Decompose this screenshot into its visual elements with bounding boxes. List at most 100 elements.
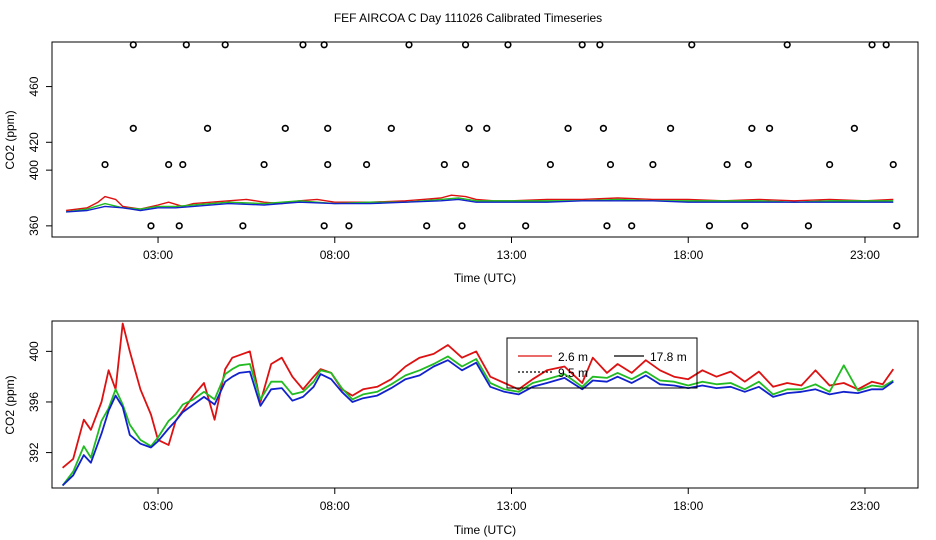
calibration-point [129,41,137,49]
calibration-point [387,124,395,132]
calibration-point [628,222,636,230]
calibration-point [723,160,731,169]
bottom-y-tick-label: 396 [27,392,41,412]
calibration-point [868,41,876,49]
bottom-x-tick-label: 08:00 [320,499,350,513]
top-x-tick-label: 18:00 [673,248,703,262]
calibration-point [606,160,615,169]
calibration-point [324,124,332,132]
calibration-point [320,222,328,230]
bottom-y-tick-label: 400 [27,341,41,361]
top-series-line-2 [66,197,894,213]
top-panel: 360 400 420 460 03:00 08:00 13:00 18:00 23:00 T… [3,41,919,285]
calibration-point [889,160,897,169]
calibration-point [423,222,431,230]
calibration-point [239,222,247,230]
calibration-point [129,124,137,132]
legend-label-9.5m: 9.5 m [558,366,588,380]
calibration-point [165,160,173,169]
calibration-point [405,41,413,49]
bottom-y-axis: 392 396 400 [27,341,52,463]
calibration-point [483,124,491,132]
bottom-x-axis-label: Time (UTC) [454,523,516,537]
calibration-point [362,160,371,169]
top-plot-frame [51,41,919,238]
top-calibration-points [101,41,901,230]
bottom-series-line-2 [61,355,894,487]
top-x-axis-label: Time (UTC) [454,271,516,285]
calibration-point [649,160,657,169]
top-y-axis-label: CO2 (ppm) [3,110,17,169]
calibration-point [147,222,155,230]
bottom-x-axis: 03:00 08:00 13:00 18:00 23:00 [143,488,880,513]
bottom-x-tick-label: 23:00 [850,499,880,513]
calibration-point [440,160,448,169]
calibration-point [461,41,470,49]
calibration-point [546,160,554,169]
calibration-point [260,160,268,169]
calibration-point [748,124,756,132]
calibration-point [179,160,187,169]
calibration-point [741,222,749,230]
calibration-point [893,222,901,230]
calibration-point [522,222,530,230]
bottom-x-tick-label: 13:00 [496,499,526,513]
calibration-point [564,124,572,132]
bottom-x-tick-label: 18:00 [673,499,703,513]
calibration-point [804,222,813,230]
top-y-axis: 360 400 420 460 [27,76,52,236]
calibration-point [504,41,512,49]
bottom-y-axis-label: CO2 (ppm) [3,375,17,434]
legend: 2.6 m 17.8 m 9.5 m [506,337,698,389]
top-x-tick-label: 13:00 [496,248,526,262]
calibration-point [783,41,791,49]
bottom-series-group [61,322,895,487]
calibration-point [578,41,586,49]
calibration-point [850,124,858,132]
calibration-point [101,160,109,169]
calibration-point [882,41,890,49]
top-y-tick-label: 400 [27,160,41,180]
legend-box [506,337,698,389]
calibration-point [461,160,470,169]
top-series-line-3 [66,198,894,213]
calibration-point [744,160,752,169]
top-y-tick-label: 460 [27,76,41,96]
calibration-point [221,41,229,49]
top-y-tick-label: 360 [27,216,41,236]
calibration-point [705,222,714,230]
calibration-point [320,41,328,49]
calibration-point [603,222,611,230]
bottom-y-tick-label: 392 [27,442,41,462]
calibration-point [299,41,307,49]
legend-label-17.8m: 17.8 m [650,350,687,364]
calibration-point [826,160,834,169]
calibration-point [182,41,190,49]
calibration-point [688,41,696,49]
calibration-point [175,222,183,230]
calibration-point [345,222,353,230]
calibration-point [765,124,774,132]
calibration-point [203,124,212,132]
figure-title: FEF AIRCOA C Day 111026 Calibrated Times… [334,11,602,25]
bottom-plot-frame [51,320,919,489]
calibration-point [666,124,675,132]
calibration-point [458,222,466,230]
calibration-point [596,41,604,49]
top-x-tick-label: 08:00 [320,248,350,262]
calibration-point [281,124,289,132]
top-series-group [66,194,894,213]
calibration-point [465,124,473,132]
bottom-series-line-3 [61,359,894,487]
calibration-point [599,124,608,132]
top-x-tick-label: 03:00 [143,248,173,262]
top-x-tick-label: 23:00 [850,248,880,262]
top-x-axis: 03:00 08:00 13:00 18:00 23:00 [143,237,880,262]
bottom-x-tick-label: 03:00 [143,499,173,513]
bottom-series-line-1 [62,322,895,469]
legend-label-2.6m: 2.6 m [558,350,588,364]
bottom-panel: 392 396 400 03:00 08:00 13:00 18:00 23:00 2.6 … [3,320,919,537]
calibration-point [324,160,332,169]
top-y-tick-label: 420 [27,132,41,152]
